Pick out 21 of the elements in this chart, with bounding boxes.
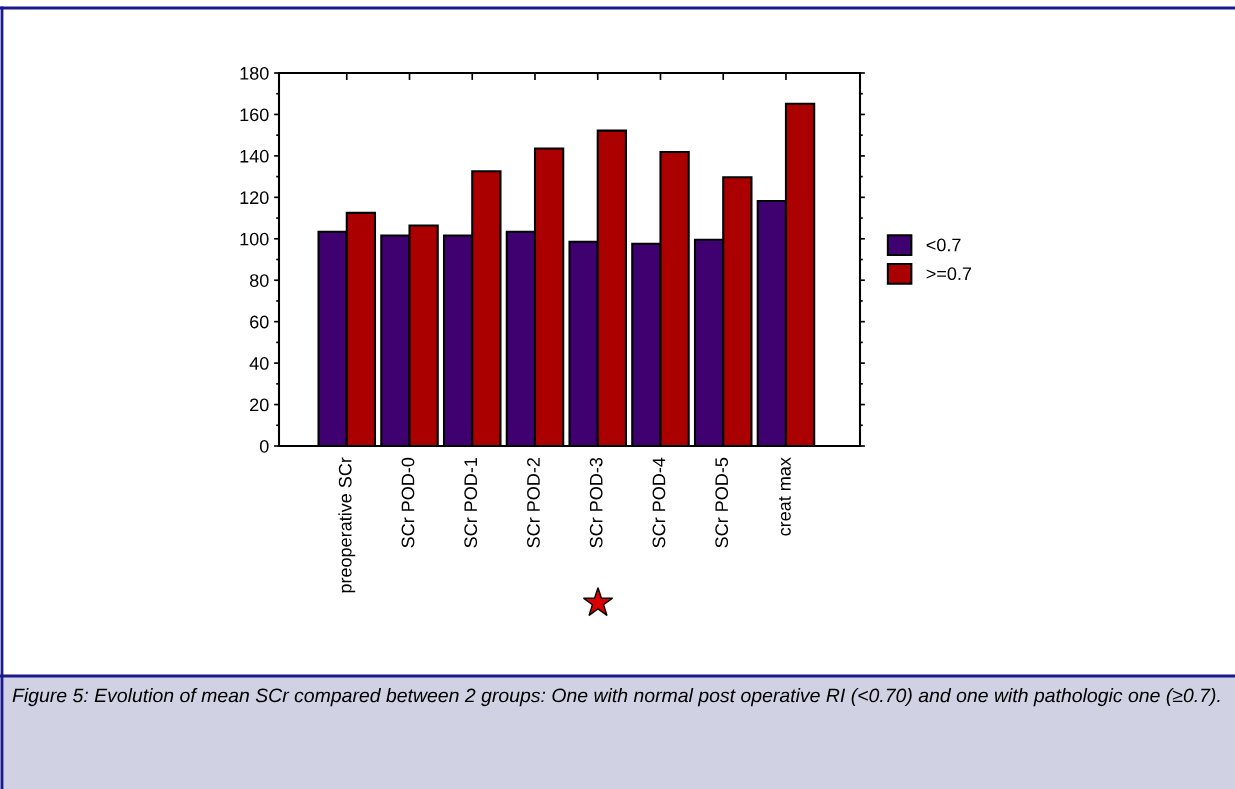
y-tick-label: 60 (250, 315, 269, 329)
y-tick-label: 40 (249, 357, 269, 370)
legend-label: <0.7 (926, 238, 961, 252)
x-tick-label: creat max (778, 457, 791, 536)
x-tick-label: SCr POD-3 (589, 457, 603, 548)
x-tick-label: SCr POD-5 (715, 457, 729, 548)
y-tick-label: 160 (240, 108, 269, 122)
y-tick-label: 20 (250, 398, 269, 412)
legend-label: >=0.7 (926, 267, 972, 281)
y-tick-label: 100 (240, 232, 269, 246)
x-tick-label: preoperative SCr (338, 457, 356, 593)
y-tick-label: 80 (249, 274, 269, 287)
x-tick-label: SCr POD-2 (527, 458, 540, 548)
caption: Figure 5: Evolution of mean SCr compared between 2 groups: One with normal post operative RI (<0.70) and one with pathologic one (≥0.7). (12, 688, 1220, 707)
x-tick-label: SCr POD-4 (652, 457, 666, 548)
x-tick-label: SCr POD-1 (464, 457, 478, 548)
y-tick-label: 0 (259, 439, 269, 453)
x-tick-label: SCr POD-0 (401, 457, 415, 548)
y-tick-label: 120 (240, 191, 269, 205)
y-tick-label: 140 (240, 149, 269, 163)
y-tick-label: 180 (240, 66, 269, 80)
